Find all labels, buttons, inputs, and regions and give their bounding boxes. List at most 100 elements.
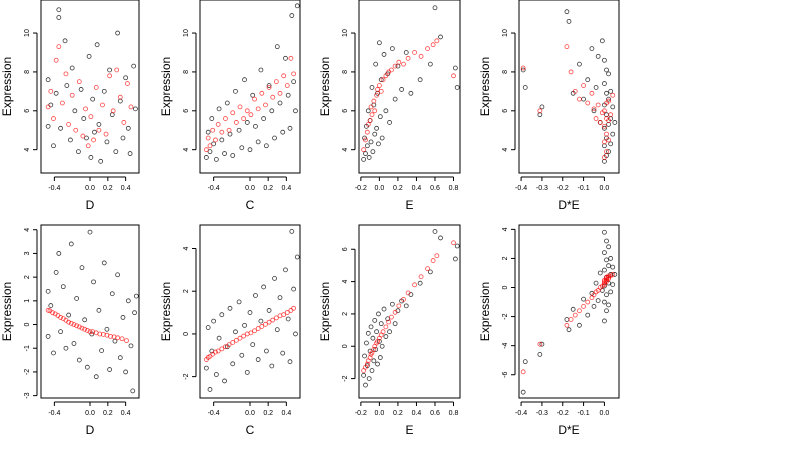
data-point	[589, 90, 595, 96]
data-point	[273, 315, 279, 321]
data-point	[585, 299, 591, 305]
data-point	[370, 149, 376, 155]
data-point	[608, 141, 614, 147]
data-point	[381, 52, 387, 57]
y-tick-label: 6	[342, 109, 349, 113]
data-point	[438, 235, 443, 241]
data-point	[289, 229, 295, 234]
data-point	[595, 102, 601, 108]
data-point	[566, 327, 572, 333]
data-point	[255, 139, 261, 145]
data-point	[381, 306, 387, 312]
y-axis-label: Expression	[0, 282, 14, 341]
x-tick-label: -0.4	[515, 410, 527, 417]
data-point	[205, 135, 211, 141]
data-point	[377, 114, 383, 120]
plot-frame	[518, 0, 620, 174]
y-tick-label: -1	[24, 345, 31, 351]
y-tick-label: 10	[24, 29, 31, 37]
data-point	[369, 85, 375, 90]
data-point	[612, 272, 618, 277]
data-point	[71, 322, 77, 327]
data-point	[366, 376, 372, 381]
data-point	[133, 293, 139, 299]
data-point	[608, 88, 614, 94]
y-tick-label: 4	[183, 246, 190, 250]
data-point	[602, 125, 607, 131]
plot-frame	[199, 224, 301, 399]
data-point	[604, 308, 609, 314]
data-point	[237, 104, 243, 110]
data-point	[213, 137, 218, 143]
data-point	[430, 42, 436, 48]
data-point	[387, 120, 392, 125]
y-tick-label: -2	[502, 313, 509, 319]
data-point	[602, 123, 607, 129]
data-point	[88, 155, 94, 160]
data-point	[610, 131, 616, 137]
data-point	[132, 310, 137, 316]
data-point	[577, 61, 582, 67]
data-point	[48, 303, 54, 308]
data-point	[294, 3, 300, 9]
data-point	[227, 305, 233, 311]
data-point	[219, 312, 225, 318]
data-point	[45, 77, 51, 83]
plot-frame	[518, 224, 620, 399]
data-point	[273, 79, 279, 85]
data-point	[392, 321, 398, 327]
data-point	[566, 18, 572, 24]
data-point	[107, 67, 112, 73]
x-tick-label: -0.4	[208, 185, 220, 192]
data-point	[250, 342, 256, 348]
data-point	[120, 135, 126, 141]
data-point	[361, 372, 367, 378]
data-point	[210, 127, 216, 133]
series-black	[520, 229, 618, 395]
plot-frame	[358, 224, 461, 399]
series-red	[520, 44, 616, 160]
data-point	[100, 102, 105, 108]
data-point	[363, 382, 368, 388]
y-tick-label: 1	[24, 299, 31, 303]
data-point	[68, 320, 74, 326]
data-point	[250, 92, 256, 98]
data-point	[606, 149, 611, 155]
data-point	[604, 257, 609, 263]
data-point	[127, 151, 133, 156]
data-point	[255, 326, 261, 331]
y-tick-label: 6	[24, 109, 31, 113]
data-point	[403, 50, 409, 55]
data-point	[572, 88, 578, 94]
series-red	[520, 272, 616, 375]
data-point	[595, 53, 601, 59]
data-point	[606, 118, 611, 123]
plot-frame	[358, 0, 461, 174]
x-tick-label: 0.6	[430, 185, 440, 192]
y-tick-label: 4	[342, 148, 349, 152]
data-point	[368, 104, 374, 110]
data-point	[45, 104, 51, 110]
data-point	[572, 312, 578, 318]
x-axis-label: E	[405, 423, 413, 437]
data-point	[604, 90, 609, 96]
data-point	[85, 143, 91, 149]
series-black	[361, 229, 460, 388]
data-point	[418, 274, 424, 280]
data-point	[364, 361, 370, 367]
data-point	[373, 347, 379, 352]
data-point	[56, 7, 62, 13]
data-point	[376, 83, 382, 88]
data-point	[604, 292, 609, 298]
data-point	[602, 81, 607, 86]
data-point	[114, 67, 120, 73]
data-point	[242, 322, 247, 328]
data-point	[59, 100, 65, 106]
data-point	[112, 338, 118, 344]
data-point	[371, 98, 377, 104]
data-point	[53, 90, 59, 96]
x-axis-label: D*E	[558, 198, 579, 212]
y-tick-label: 4	[342, 280, 349, 284]
data-point	[370, 335, 376, 341]
data-point	[119, 336, 125, 342]
